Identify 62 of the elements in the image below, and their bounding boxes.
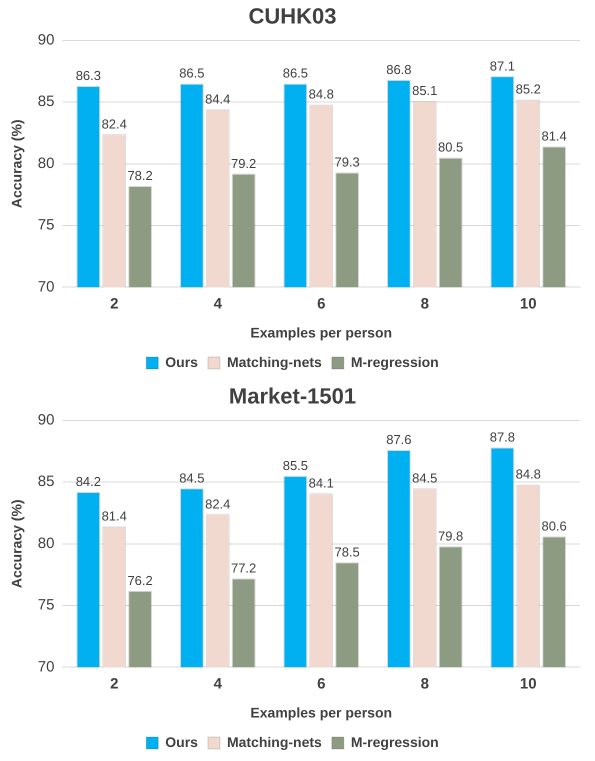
x-tick-label: 10 (520, 675, 537, 692)
data-label: 80.6 (541, 518, 567, 534)
data-label: 84.2 (76, 474, 102, 490)
x-tick-label: 2 (110, 675, 118, 692)
y-tick-label: 85 (38, 473, 54, 490)
data-label: 84.8 (516, 466, 541, 482)
x-tick-label: 4 (214, 295, 223, 312)
data-label: 78.5 (334, 544, 360, 560)
y-tick-label: 70 (38, 278, 54, 296)
data-label: 85.2 (516, 82, 541, 97)
y-tick-label: 75 (38, 596, 54, 614)
legend-label: M-regression (350, 354, 439, 370)
legend-label: Matching-nets (226, 354, 322, 370)
x-axis-title: Examples per person (250, 324, 392, 340)
data-label: 86.5 (282, 66, 308, 81)
y-tick-label: 80 (38, 154, 54, 172)
data-label: 84.5 (179, 470, 205, 486)
y-tick-label: 80 (38, 534, 54, 552)
data-label: 81.4 (102, 508, 127, 524)
data-label: 82.4 (102, 116, 127, 132)
x-tick-label: 2 (110, 295, 118, 312)
data-label: 80.5 (438, 140, 464, 155)
data-label: 82.4 (205, 496, 230, 512)
y-tick-label: 90 (38, 412, 54, 429)
y-axis-title: Accuracy (%) (8, 499, 24, 588)
data-label: 79.8 (438, 528, 464, 544)
data-label: 85.1 (412, 82, 438, 98)
y-tick-label: 70 (38, 658, 54, 676)
x-tick-label: 10 (520, 295, 537, 312)
data-label: 87.1 (490, 58, 516, 74)
y-tick-label: 85 (38, 93, 54, 110)
data-label: 81.4 (541, 128, 567, 144)
chart-title: CUHK03 (248, 3, 337, 28)
x-tick-label: 6 (317, 675, 326, 692)
data-label: 78.2 (127, 168, 153, 184)
data-label: 84.8 (308, 86, 334, 102)
data-label: 79.3 (334, 154, 360, 170)
data-label: 84.4 (205, 92, 230, 107)
data-label: 76.2 (127, 572, 153, 588)
x-tick-label: 4 (214, 675, 223, 692)
legend-label: M-regression (350, 734, 439, 750)
x-tick-label: 8 (420, 675, 429, 692)
data-label: 84.1 (308, 475, 334, 490)
data-label: 86.3 (76, 68, 102, 84)
chart-title: Market-1501 (228, 383, 356, 408)
data-label: 87.6 (386, 432, 412, 448)
data-label: 86.8 (386, 62, 412, 77)
y-tick-label: 75 (38, 216, 54, 234)
x-axis-title: Examples per person (250, 704, 392, 720)
y-axis-title: Accuracy (%) (8, 119, 24, 208)
legend-label: Ours (165, 734, 198, 750)
data-label: 79.2 (230, 156, 256, 171)
legend-label: Ours (165, 354, 198, 370)
data-label: 85.5 (282, 458, 308, 474)
data-label: 77.2 (230, 560, 256, 576)
legend-label: Matching-nets (226, 734, 322, 750)
data-label: 86.5 (179, 66, 205, 81)
data-label: 84.5 (412, 470, 438, 486)
x-tick-label: 6 (317, 295, 326, 312)
x-tick-label: 8 (420, 295, 429, 312)
y-tick-label: 90 (38, 32, 54, 49)
data-label: 87.8 (490, 430, 516, 445)
